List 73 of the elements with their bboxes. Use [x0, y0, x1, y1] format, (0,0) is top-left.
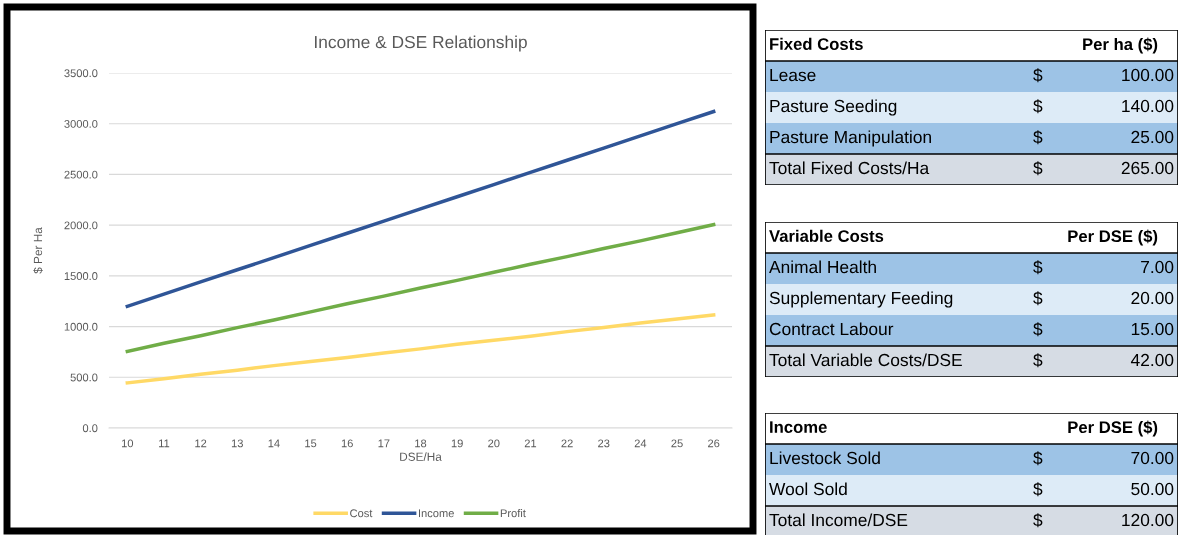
chart-title: Income & DSE Relationship	[314, 35, 527, 52]
line-series	[125, 313, 716, 385]
x-tick-label: 20	[488, 439, 500, 448]
line-series	[125, 222, 716, 354]
category-label: Supplementary Feeding	[769, 291, 953, 308]
text: $	[1033, 482, 1043, 497]
category-label: Lease	[770, 69, 816, 82]
category-label: Pasture Manipulation	[770, 130, 931, 147]
y-tick-label: 2500.0	[64, 170, 98, 179]
y-tick-label: 1000.0	[64, 322, 98, 331]
text: $	[1033, 130, 1043, 145]
text: $	[1033, 291, 1043, 306]
x-tick-label: 17	[378, 439, 390, 448]
y-tick-label: 1500.0	[64, 272, 98, 280]
y-tick-label: 3500.0	[64, 69, 98, 78]
category-label: Total Fixed Costs/Ha	[769, 161, 930, 175]
text: $	[1033, 451, 1043, 466]
x-axis-title: DSE/Ha	[400, 452, 442, 461]
x-tick-label: 19	[451, 439, 463, 448]
text: 265.00	[1121, 161, 1174, 175]
text: 7.00	[1141, 260, 1174, 274]
category-label: Total Income/DSE	[769, 513, 908, 527]
text: 50.00	[1131, 482, 1174, 496]
text: Fixed Costs	[770, 37, 863, 50]
x-tick-label: 25	[671, 439, 683, 448]
text: 42.00	[1130, 353, 1174, 367]
text: $	[1033, 99, 1043, 114]
x-tick-label: 12	[195, 439, 207, 448]
text: 15.00	[1131, 322, 1174, 336]
category-label: Contract Labour	[769, 322, 894, 336]
text: $	[1033, 161, 1043, 176]
y-tick-label: 0.0	[82, 424, 98, 433]
x-tick-label: 16	[341, 439, 353, 448]
text: 70.00	[1131, 451, 1174, 465]
text: 20.00	[1131, 291, 1174, 305]
legend-label: Profit	[500, 509, 526, 518]
legend-label: Cost	[350, 509, 373, 518]
x-tick-label: 26	[708, 439, 720, 448]
x-tick-label: 13	[231, 439, 243, 448]
x-tick-label: 10	[121, 439, 134, 448]
category-label: Pasture Seeding	[770, 99, 897, 116]
y-tick-label: 500.0	[70, 373, 98, 382]
text: 25.00	[1131, 130, 1174, 144]
x-tick-label: 22	[561, 439, 573, 448]
text: Variable Costs	[769, 229, 884, 242]
line-series	[125, 109, 716, 309]
text: $	[1033, 260, 1043, 275]
x-tick-label: 14	[268, 439, 280, 448]
y-tick-label: 2000.0	[64, 221, 98, 230]
text: 120.00	[1122, 513, 1174, 527]
category-label: Total Variable Costs/DSE	[769, 353, 962, 367]
y-tick-label: 3000.0	[64, 119, 98, 128]
text: Income	[770, 421, 827, 433]
text: 100.00	[1122, 68, 1174, 82]
text: $	[1033, 353, 1043, 368]
x-tick-label: 18	[415, 439, 427, 448]
text: Per ha ($)	[1083, 37, 1158, 54]
text: Per DSE ($)	[1068, 229, 1158, 246]
x-tick-label: 24	[634, 439, 647, 448]
text: Per DSE ($)	[1068, 420, 1158, 437]
x-tick-label: 15	[305, 439, 317, 448]
text: $	[1033, 68, 1043, 83]
x-tick-label: 23	[598, 439, 610, 448]
y-axis-title: $ Per Ha	[33, 227, 43, 274]
x-tick-label: 21	[524, 439, 537, 448]
text: $	[1033, 513, 1043, 528]
legend-label: Income	[418, 509, 454, 518]
x-tick-label: 11	[159, 439, 170, 448]
text: $	[1033, 322, 1043, 337]
category-label: Wool Sold	[769, 482, 847, 496]
category-label: Livestock Sold	[770, 451, 880, 465]
text: 140.00	[1122, 99, 1174, 113]
category-label: Animal Health	[769, 260, 876, 274]
